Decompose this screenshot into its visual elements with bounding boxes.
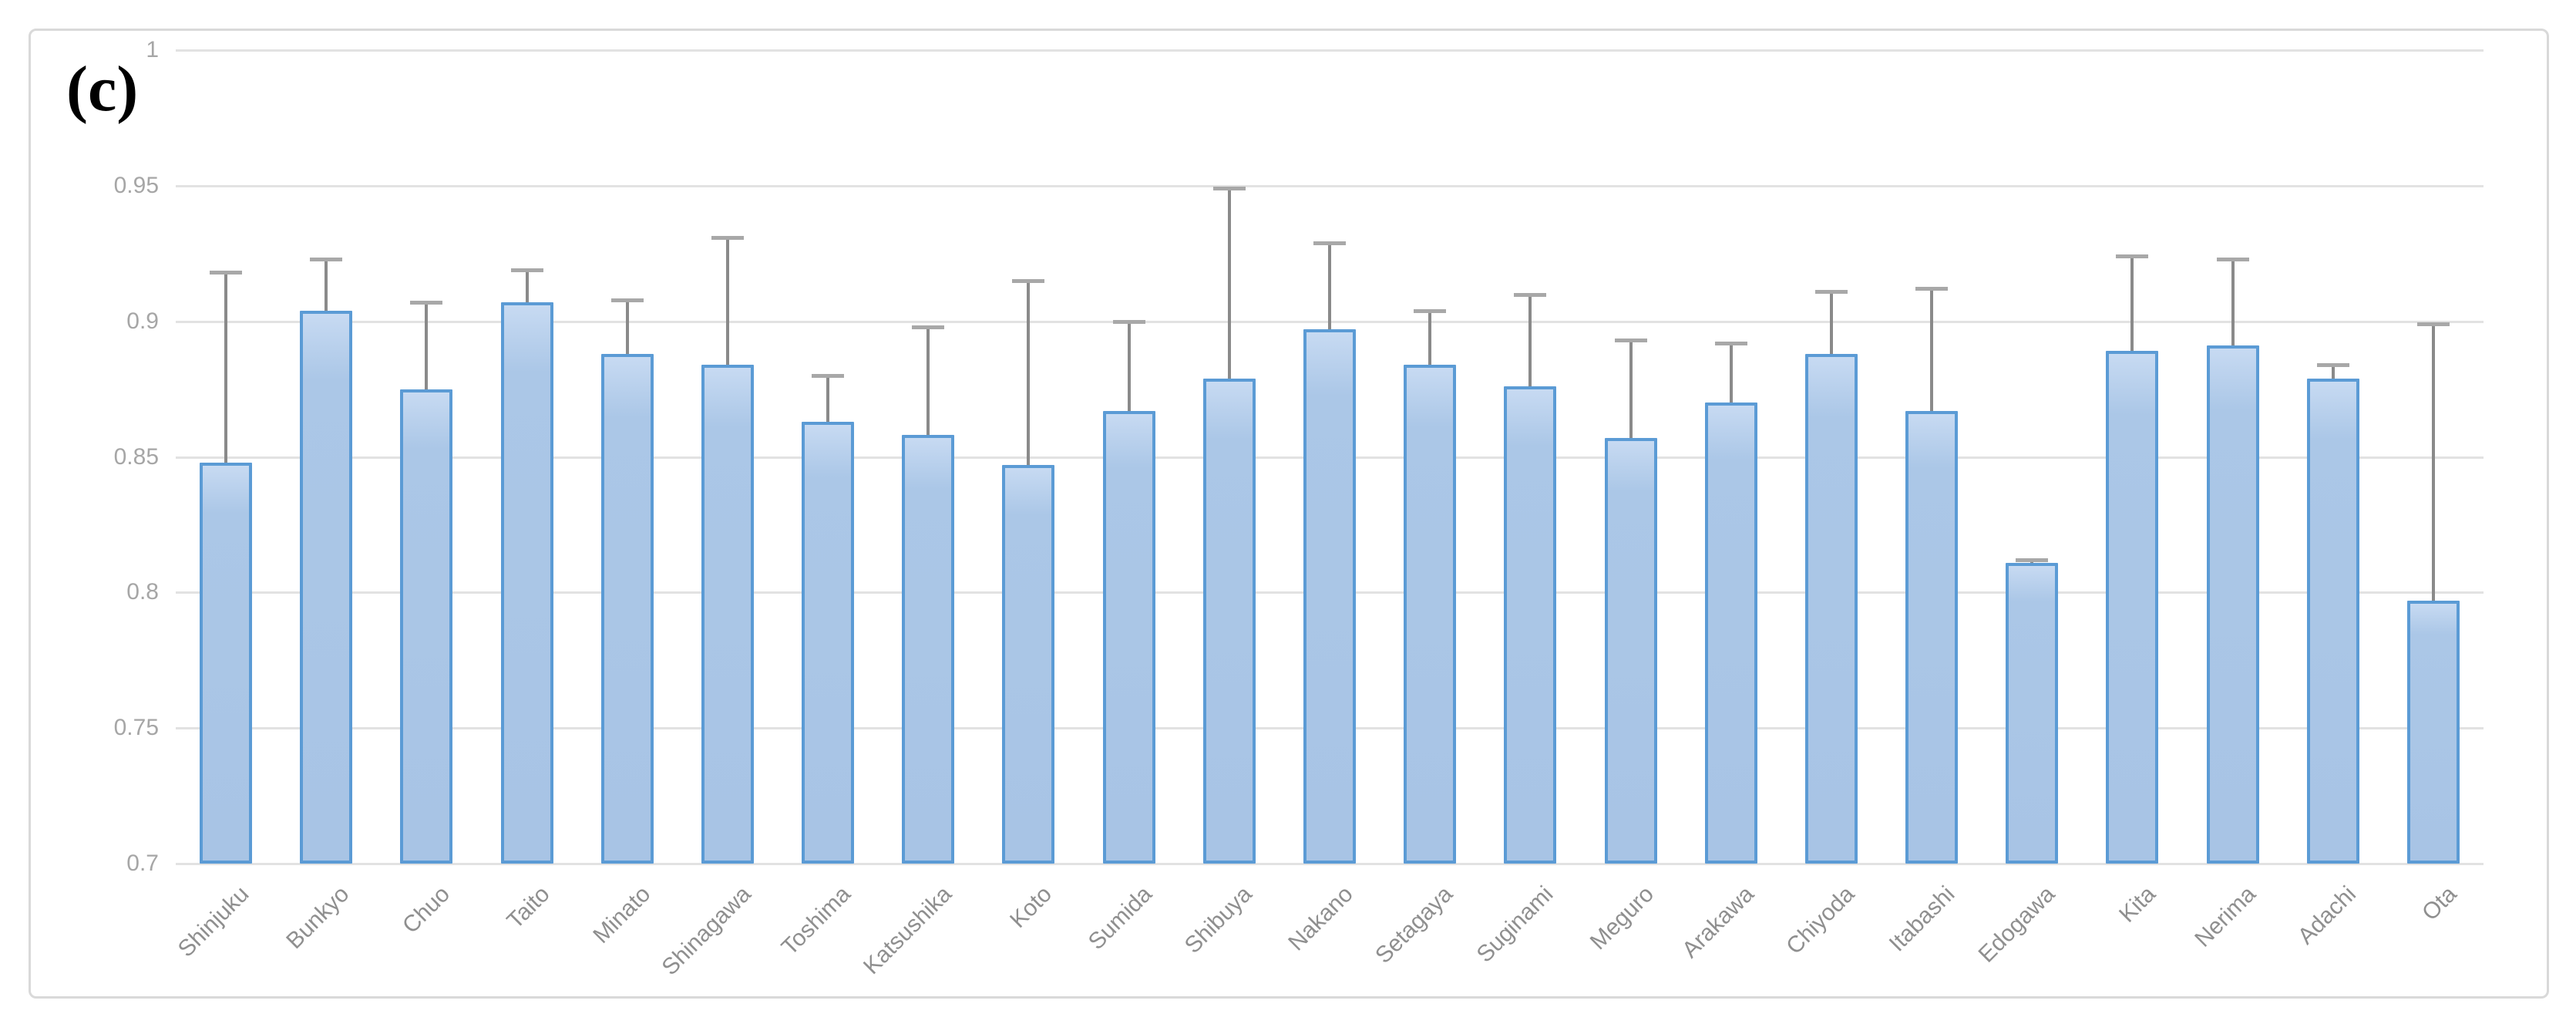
- error-cap-chuo: [410, 301, 443, 305]
- error-bar-sumida: [1127, 321, 1131, 411]
- error-bar-kita: [2130, 256, 2134, 352]
- error-cap-setagaya: [1414, 308, 1447, 313]
- error-bar-itabashi: [1930, 288, 1934, 411]
- bar-arakawa: [1704, 403, 1757, 864]
- error-bar-katsushika: [926, 326, 930, 436]
- y-tick-label-0.75: 0.75: [113, 715, 159, 741]
- error-cap-toshima: [812, 374, 845, 378]
- y-tick-label-0.9: 0.9: [126, 308, 159, 334]
- error-bar-toshima: [826, 376, 830, 422]
- bar-bunkyo: [300, 310, 353, 864]
- error-bar-minato: [625, 299, 629, 354]
- bar-edogawa: [2006, 562, 2059, 864]
- bar-nakano: [1303, 329, 1356, 864]
- bar-ota: [2406, 600, 2460, 864]
- error-bar-adachi: [2331, 364, 2335, 379]
- error-cap-kita: [2116, 254, 2149, 259]
- bar-sumida: [1102, 410, 1155, 864]
- bar-nerima: [2206, 345, 2259, 864]
- bar-adachi: [2306, 378, 2359, 864]
- error-cap-shinagawa: [711, 235, 744, 240]
- y-tick-label-0.8: 0.8: [126, 579, 159, 605]
- error-bar-shibuya: [1227, 188, 1231, 379]
- error-cap-nerima: [2216, 257, 2249, 261]
- error-cap-arakawa: [1714, 341, 1747, 345]
- bar-koto: [1002, 465, 1055, 864]
- bar-meguro: [1604, 437, 1657, 864]
- error-cap-koto: [1012, 278, 1045, 283]
- error-cap-bunkyo: [310, 257, 343, 261]
- bar-kita: [2106, 351, 2159, 864]
- error-bar-taito: [525, 269, 529, 303]
- error-bar-ota: [2431, 324, 2435, 601]
- bar-suginami: [1504, 386, 1557, 864]
- gridline-1: [176, 49, 2484, 52]
- bar-toshima: [802, 421, 855, 864]
- error-cap-shibuya: [1212, 187, 1246, 191]
- error-bar-nakano: [1328, 242, 1331, 330]
- error-cap-katsushika: [912, 325, 945, 329]
- bar-itabashi: [1905, 410, 1959, 864]
- error-bar-shinjuku: [224, 272, 228, 463]
- bar-taito: [500, 302, 553, 864]
- error-bar-setagaya: [1428, 310, 1432, 365]
- panel-label: (c): [66, 53, 139, 125]
- gridline-0.7: [176, 863, 2484, 865]
- error-cap-sumida: [1112, 319, 1145, 324]
- bar-katsushika: [902, 435, 955, 864]
- error-cap-itabashi: [1915, 287, 1949, 291]
- y-tick-label-0.7: 0.7: [126, 851, 159, 876]
- error-cap-shinjuku: [210, 271, 243, 275]
- bar-shibuya: [1202, 378, 1256, 864]
- y-tick-label-1: 1: [146, 37, 159, 62]
- error-bar-bunkyo: [325, 258, 328, 311]
- y-tick-label-0.85: 0.85: [113, 443, 159, 470]
- error-cap-minato: [610, 298, 644, 302]
- bar-setagaya: [1404, 364, 1457, 864]
- error-bar-koto: [1027, 280, 1031, 466]
- error-cap-ota: [2416, 322, 2450, 327]
- error-cap-adachi: [2316, 362, 2349, 367]
- error-bar-suginami: [1528, 294, 1532, 387]
- error-bar-shinagawa: [725, 237, 729, 365]
- error-cap-edogawa: [2016, 558, 2049, 563]
- error-cap-suginami: [1514, 292, 1547, 297]
- bar-chuo: [400, 389, 453, 864]
- bar-minato: [600, 353, 654, 864]
- bar-shinagawa: [701, 364, 754, 864]
- error-bar-chuo: [425, 302, 429, 389]
- y-tick-label-0.95: 0.95: [113, 172, 159, 198]
- error-cap-meguro: [1614, 339, 1647, 343]
- error-bar-meguro: [1629, 340, 1633, 438]
- bar-chiyoda: [1804, 353, 1858, 864]
- error-cap-nakano: [1313, 241, 1346, 245]
- bar-shinjuku: [200, 462, 253, 864]
- error-bar-chiyoda: [1829, 291, 1833, 354]
- error-cap-chiyoda: [1814, 289, 1848, 294]
- error-cap-taito: [510, 268, 543, 272]
- error-bar-nerima: [2231, 258, 2235, 346]
- error-bar-arakawa: [1729, 342, 1733, 403]
- gridline-0.95: [176, 184, 2484, 187]
